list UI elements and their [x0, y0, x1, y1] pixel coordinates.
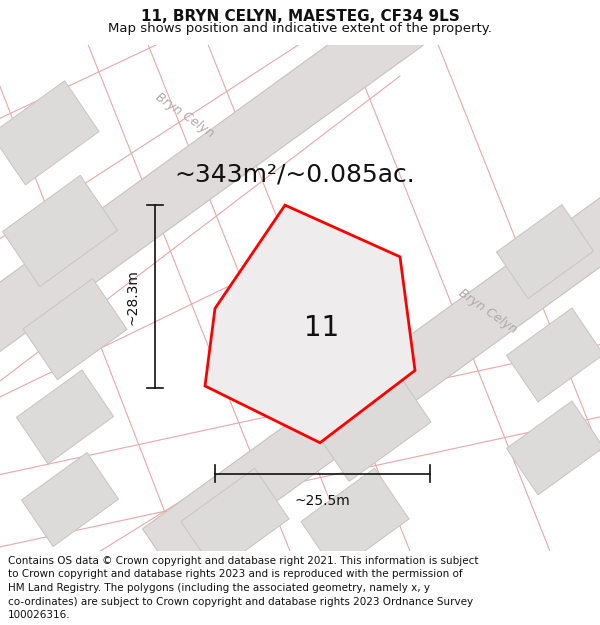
Polygon shape: [205, 205, 415, 442]
Polygon shape: [2, 176, 118, 287]
Polygon shape: [506, 401, 600, 495]
Text: ~28.3m: ~28.3m: [126, 269, 140, 324]
Polygon shape: [16, 370, 113, 464]
Text: 11: 11: [304, 314, 339, 342]
Text: to Crown copyright and database rights 2023 and is reproduced with the permissio: to Crown copyright and database rights 2…: [8, 569, 463, 579]
Polygon shape: [181, 468, 289, 572]
Text: Map shows position and indicative extent of the property.: Map shows position and indicative extent…: [108, 22, 492, 35]
Polygon shape: [301, 468, 409, 572]
Text: ~343m²/~0.085ac.: ~343m²/~0.085ac.: [175, 162, 415, 186]
Text: co-ordinates) are subject to Crown copyright and database rights 2023 Ordnance S: co-ordinates) are subject to Crown copyr…: [8, 597, 473, 607]
Polygon shape: [143, 114, 600, 575]
Polygon shape: [309, 363, 431, 481]
Polygon shape: [0, 81, 99, 185]
Text: Bryn Celyn: Bryn Celyn: [457, 287, 520, 336]
Polygon shape: [496, 204, 593, 299]
Text: Bryn Celyn: Bryn Celyn: [154, 91, 217, 140]
Text: Contains OS data © Crown copyright and database right 2021. This information is : Contains OS data © Crown copyright and d…: [8, 556, 478, 566]
Text: ~25.5m: ~25.5m: [295, 494, 350, 508]
Text: HM Land Registry. The polygons (including the associated geometry, namely x, y: HM Land Registry. The polygons (includin…: [8, 583, 430, 593]
Polygon shape: [506, 308, 600, 402]
Text: 11, BRYN CELYN, MAESTEG, CF34 9LS: 11, BRYN CELYN, MAESTEG, CF34 9LS: [140, 9, 460, 24]
Polygon shape: [22, 452, 119, 547]
Text: 100026316.: 100026316.: [8, 610, 70, 620]
Polygon shape: [0, 0, 600, 433]
Polygon shape: [23, 279, 127, 380]
